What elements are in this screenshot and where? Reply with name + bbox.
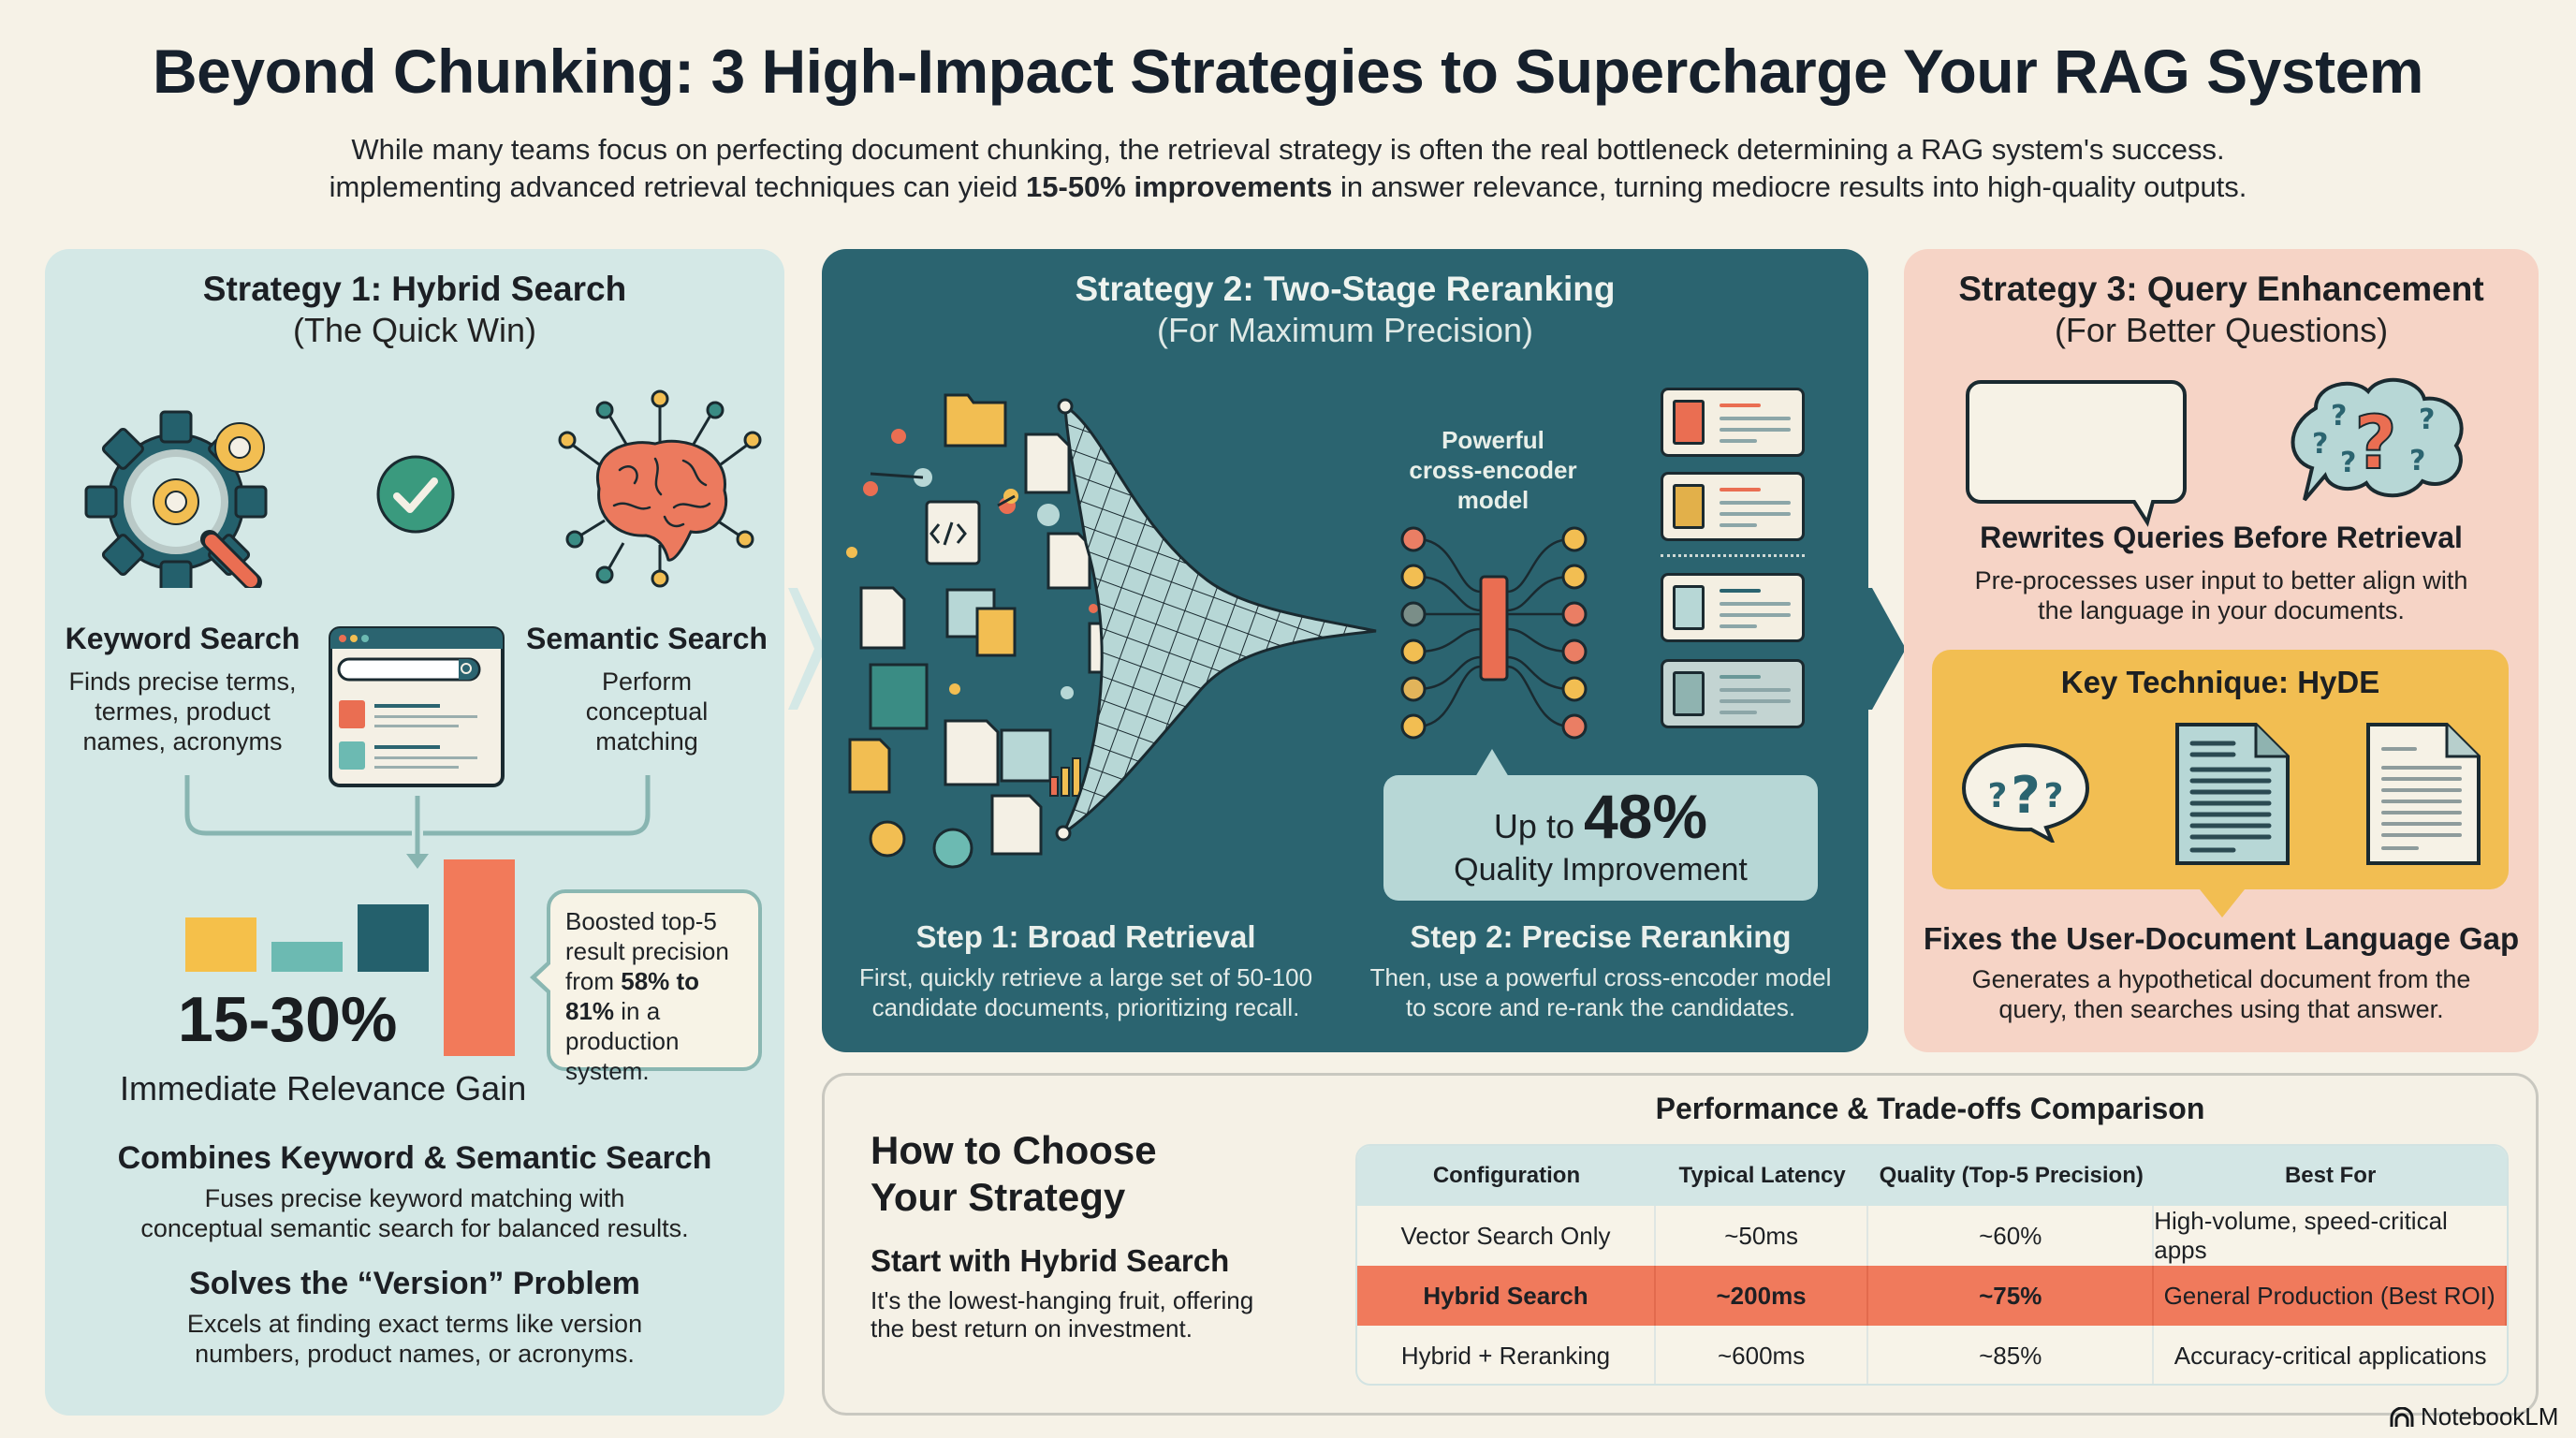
version-problem-title: Solves the “Version” Problem <box>189 1266 640 1301</box>
keyword-search-desc: Finds precise terms, termes, product nam… <box>68 668 297 756</box>
ranked-documents-icon <box>1661 388 1810 762</box>
strategy-1-title: Strategy 1: Hybrid Search <box>202 270 627 308</box>
how-to-choose-title: How to Choose Your Strategy <box>871 1128 1157 1219</box>
improvement-highlight: 15-50% improvements <box>1026 170 1333 203</box>
step-2-desc: Then, use a powerful cross-encoder model… <box>1369 963 1832 1021</box>
ranked-doc-2 <box>1661 472 1805 541</box>
strategy-2-panel: Strategy 2: Two-Stage Reranking (For Max… <box>822 249 1868 1052</box>
strategy-3-subtitle: (For Better Questions) <box>2054 311 2389 349</box>
table-header: Best For <box>2284 1163 2377 1188</box>
page-subtitle: While many teams focus on perfecting doc… <box>0 131 2576 206</box>
keyword-search-title: Keyword Search <box>65 622 300 655</box>
step-2-title: Step 2: Precise Reranking <box>1410 919 1792 954</box>
svg-text:?: ? <box>2011 766 2040 825</box>
rank-cutoff-divider <box>1661 554 1805 557</box>
table-row: Vector Search Only ~50ms ~60% High-volum… <box>1357 1206 2507 1266</box>
subtitle-line-1: While many teams focus on perfecting doc… <box>351 133 2225 166</box>
hypothetical-document-icon <box>2175 723 2290 865</box>
chevron-right-icon <box>1868 588 1906 710</box>
svg-text:?: ? <box>1988 777 2008 815</box>
svg-text:?: ? <box>2340 447 2356 479</box>
ranked-doc-1 <box>1661 388 1805 457</box>
relevance-stat-label: Immediate Relevance Gain <box>120 1069 527 1108</box>
strategy-2-subtitle: (For Maximum Precision) <box>1156 311 1534 349</box>
brain-network-icon <box>558 389 762 588</box>
combines-title: Combines Keyword & Semantic Search <box>117 1140 712 1176</box>
svg-text:?: ? <box>2354 402 2396 486</box>
subtitle-line-2: implementing advanced retrieval techniqu… <box>329 170 2247 203</box>
ranked-doc-3 <box>1661 573 1805 642</box>
cross-encoder-network-icon <box>1400 526 1588 740</box>
chart-bar-2 <box>271 942 343 972</box>
cross-encoder-label: Powerful cross-encoder model <box>1409 426 1577 514</box>
version-problem-desc: Excels at finding exact terms like versi… <box>186 1310 643 1368</box>
quality-value: 48% <box>1583 782 1708 851</box>
empty-speech-bubble-icon <box>1966 380 2187 527</box>
svg-text:?: ? <box>2419 404 2435 436</box>
semantic-search-desc: Perform conceptual matching <box>585 668 709 756</box>
rewrite-queries-title: Rewrites Queries Before Retrieval <box>1980 521 2463 554</box>
chart-bar-1 <box>185 917 256 972</box>
real-document-icon <box>2366 723 2481 865</box>
start-with-hybrid-desc: It's the lowest-hanging fruit, offering … <box>871 1286 1254 1343</box>
notebooklm-logo-icon <box>2390 1406 2414 1427</box>
precision-callout: Boosted top-5 result precision from 58% … <box>530 889 762 1085</box>
rewrite-queries-desc: Pre-processes user input to better align… <box>1974 566 2468 624</box>
table-row: Hybrid + Reranking ~600ms ~85% Accuracy-… <box>1357 1326 2507 1384</box>
svg-text:?: ? <box>2044 777 2064 815</box>
svg-text:?: ? <box>2331 400 2347 433</box>
table-header: Configuration <box>1432 1163 1581 1188</box>
combines-desc: Fuses precise keyword matching with conc… <box>140 1184 689 1242</box>
comparison-table-title: Performance & Trade-offs Comparison <box>1655 1092 2205 1125</box>
strategy-2-title: Strategy 2: Two-Stage Reranking <box>1075 270 1616 308</box>
table-header: Typical Latency <box>1678 1163 1846 1188</box>
merge-arrows <box>184 775 651 869</box>
svg-text:?: ? <box>2312 428 2328 461</box>
step-1-desc: First, quickly retrieve a large set of 5… <box>858 963 1313 1021</box>
chart-bar-3 <box>358 904 429 972</box>
ranked-doc-4 <box>1661 659 1805 728</box>
step-1-title: Step 1: Broad Retrieval <box>915 919 1256 954</box>
chart-bar-4 <box>444 859 515 1056</box>
relevance-bar-chart <box>185 859 515 1056</box>
svg-text:?: ? <box>2409 445 2425 477</box>
check-circle-icon <box>376 455 455 534</box>
strategy-3-title: Strategy 3: Query Enhancement <box>1958 270 2484 308</box>
comparison-table: Configuration Typical Latency Quality (T… <box>1355 1144 2509 1386</box>
page-title: Beyond Chunking: 3 High-Impact Strategie… <box>153 37 2423 106</box>
relevance-stat: 15-30% <box>178 984 398 1055</box>
semantic-search-title: Semantic Search <box>526 622 768 655</box>
brand-watermark: NotebookLM <box>2389 1402 2558 1431</box>
funnel-net-icon <box>1055 398 1377 842</box>
hyde-title: Key Technique: HyDE <box>2060 665 2380 699</box>
quality-improvement-badge: Up to 48% Quality Improvement <box>1383 775 1818 901</box>
question-cloud-icon: ? ????? <box>2291 377 2464 502</box>
table-header-row: Configuration Typical Latency Quality (T… <box>1357 1146 2507 1206</box>
table-row-highlighted: Hybrid Search ~200ms ~75% General Produc… <box>1357 1266 2507 1326</box>
gear-magnifier-icon <box>84 410 268 588</box>
table-header: Quality (Top-5 Precision) <box>1879 1163 2144 1188</box>
language-gap-desc: Generates a hypothetical document from t… <box>1971 965 2471 1023</box>
language-gap-title: Fixes the User-Document Language Gap <box>1923 921 2520 956</box>
question-bubble-icon: ??? <box>1961 742 2090 843</box>
search-results-window-icon <box>329 626 505 787</box>
chevron-right-icon <box>788 588 826 710</box>
start-with-hybrid-title: Start with Hybrid Search <box>871 1243 1230 1278</box>
strategy-1-subtitle: (The Quick Win) <box>292 311 537 349</box>
